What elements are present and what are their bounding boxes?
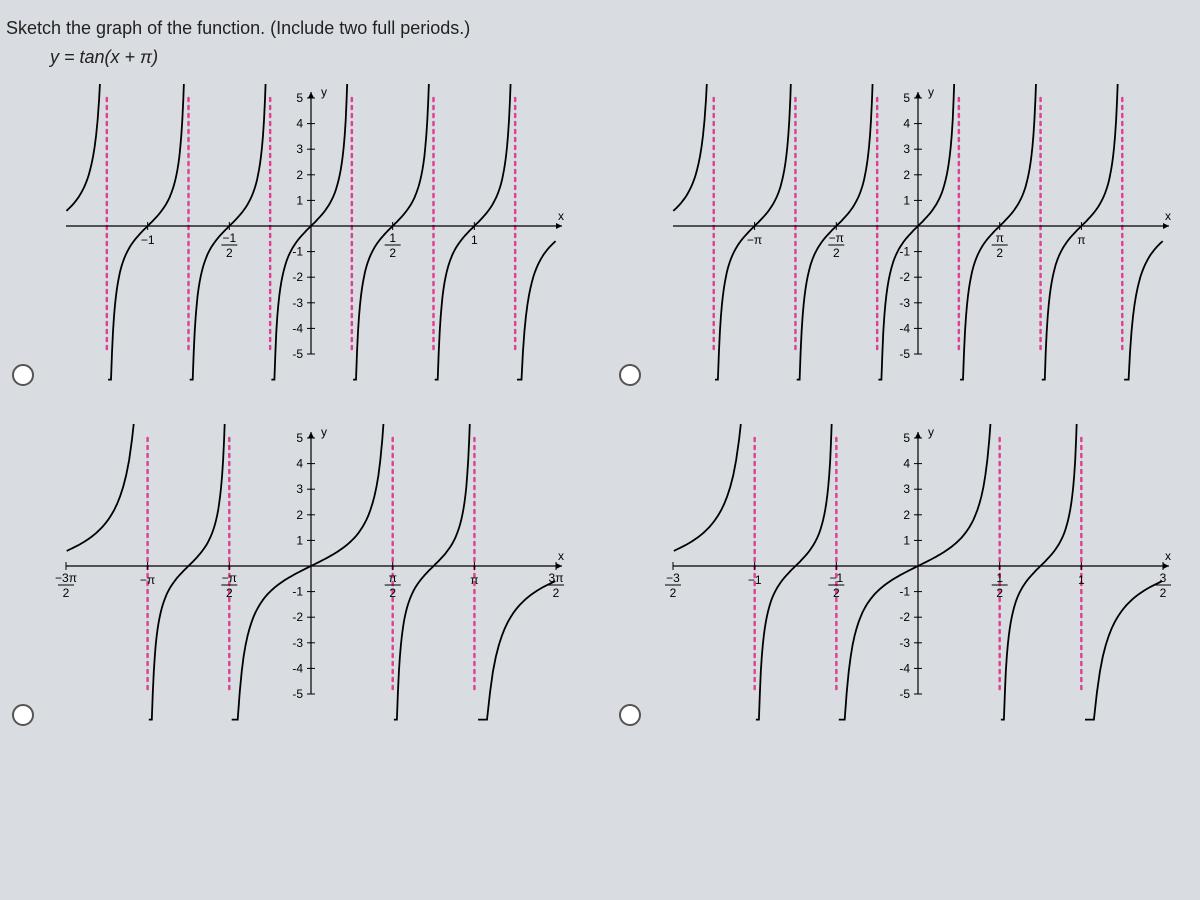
svg-text:3: 3 — [296, 142, 303, 156]
graph-d: yx-5-4-3-2-112345−32−1−1212132 — [653, 424, 1183, 734]
svg-text:2: 2 — [669, 586, 676, 600]
svg-text:-2: -2 — [292, 270, 303, 284]
svg-text:2: 2 — [832, 586, 839, 600]
svg-text:2: 2 — [903, 508, 910, 522]
svg-text:−π: −π — [139, 573, 154, 587]
svg-text:5: 5 — [903, 91, 910, 105]
svg-text:1: 1 — [903, 533, 910, 547]
svg-text:π: π — [995, 231, 1003, 245]
svg-text:-4: -4 — [292, 661, 303, 675]
svg-text:π: π — [1077, 233, 1085, 247]
svg-text:1: 1 — [1077, 573, 1084, 587]
graph-a-wrap: yx-5-4-3-2-112345−1−12121 — [36, 84, 585, 394]
svg-text:y: y — [928, 85, 934, 99]
svg-text:−3π: −3π — [55, 571, 77, 585]
svg-text:3: 3 — [296, 482, 303, 496]
svg-text:5: 5 — [903, 431, 910, 445]
svg-text:y: y — [321, 425, 327, 439]
svg-text:1: 1 — [389, 231, 396, 245]
svg-text:2: 2 — [225, 586, 232, 600]
svg-text:2: 2 — [389, 586, 396, 600]
svg-text:−3: −3 — [666, 571, 680, 585]
graph-d-wrap: yx-5-4-3-2-112345−32−1−1212132 — [643, 424, 1192, 734]
svg-text:−π: −π — [828, 231, 843, 245]
svg-text:-3: -3 — [899, 636, 910, 650]
svg-text:2: 2 — [225, 246, 232, 260]
option-d: yx-5-4-3-2-112345−32−1−1212132 — [615, 424, 1192, 734]
svg-text:x: x — [1165, 549, 1171, 563]
svg-text:2: 2 — [996, 246, 1003, 260]
svg-text:4: 4 — [903, 457, 910, 471]
svg-text:2: 2 — [389, 246, 396, 260]
graph-c: yx-5-4-3-2-112345−3π2−π−π2π2π3π2 — [46, 424, 576, 734]
svg-text:x: x — [558, 549, 564, 563]
svg-text:1: 1 — [903, 193, 910, 207]
svg-text:-4: -4 — [899, 661, 910, 675]
graph-b-wrap: yx-5-4-3-2-112345−π−π2π2π — [643, 84, 1192, 394]
graph-b: yx-5-4-3-2-112345−π−π2π2π — [653, 84, 1183, 394]
radio-a[interactable] — [12, 364, 34, 386]
svg-text:4: 4 — [296, 117, 303, 131]
svg-text:3: 3 — [903, 482, 910, 496]
svg-text:5: 5 — [296, 431, 303, 445]
svg-text:3: 3 — [1159, 571, 1166, 585]
option-a: yx-5-4-3-2-112345−1−12121 — [8, 84, 585, 394]
svg-text:2: 2 — [996, 586, 1003, 600]
svg-text:−π: −π — [221, 571, 236, 585]
svg-text:4: 4 — [296, 457, 303, 471]
option-b: yx-5-4-3-2-112345−π−π2π2π — [615, 84, 1192, 394]
svg-text:2: 2 — [1159, 586, 1166, 600]
svg-text:−1: −1 — [222, 231, 236, 245]
svg-text:−1: −1 — [140, 233, 154, 247]
svg-text:4: 4 — [903, 117, 910, 131]
svg-text:2: 2 — [296, 508, 303, 522]
svg-text:π: π — [470, 573, 478, 587]
radio-d[interactable] — [619, 704, 641, 726]
svg-text:-3: -3 — [899, 296, 910, 310]
svg-text:-2: -2 — [899, 610, 910, 624]
svg-text:-1: -1 — [899, 585, 910, 599]
radio-c[interactable] — [12, 704, 34, 726]
radio-b[interactable] — [619, 364, 641, 386]
svg-text:2: 2 — [296, 168, 303, 182]
svg-text:x: x — [1165, 209, 1171, 223]
svg-text:-2: -2 — [292, 610, 303, 624]
svg-text:-5: -5 — [292, 347, 303, 361]
svg-text:3: 3 — [903, 142, 910, 156]
svg-text:−1: −1 — [747, 573, 761, 587]
option-c: yx-5-4-3-2-112345−3π2−π−π2π2π3π2 — [8, 424, 585, 734]
svg-text:-4: -4 — [292, 321, 303, 335]
options-grid: yx-5-4-3-2-112345−1−12121 yx-5-4-3-2-112… — [0, 84, 1200, 744]
svg-text:1: 1 — [996, 571, 1003, 585]
svg-text:1: 1 — [470, 233, 477, 247]
svg-text:5: 5 — [296, 91, 303, 105]
svg-text:−π: −π — [746, 233, 761, 247]
svg-text:−1: −1 — [829, 571, 843, 585]
question-prompt: Sketch the graph of the function. (Inclu… — [0, 0, 1200, 47]
svg-text:y: y — [928, 425, 934, 439]
svg-text:-5: -5 — [899, 687, 910, 701]
svg-text:x: x — [558, 209, 564, 223]
svg-text:1: 1 — [296, 193, 303, 207]
svg-text:-1: -1 — [292, 585, 303, 599]
equation: y = tan(x + π) — [0, 47, 1200, 84]
svg-text:2: 2 — [552, 586, 559, 600]
svg-text:-5: -5 — [899, 347, 910, 361]
svg-text:-3: -3 — [292, 296, 303, 310]
svg-text:1: 1 — [296, 533, 303, 547]
svg-text:-4: -4 — [899, 321, 910, 335]
graph-a: yx-5-4-3-2-112345−1−12121 — [46, 84, 576, 394]
svg-text:2: 2 — [62, 586, 69, 600]
svg-text:-5: -5 — [292, 687, 303, 701]
svg-text:2: 2 — [903, 168, 910, 182]
svg-text:π: π — [388, 571, 396, 585]
svg-text:-3: -3 — [292, 636, 303, 650]
svg-text:y: y — [321, 85, 327, 99]
svg-text:-2: -2 — [899, 270, 910, 284]
graph-c-wrap: yx-5-4-3-2-112345−3π2−π−π2π2π3π2 — [36, 424, 585, 734]
svg-text:2: 2 — [832, 246, 839, 260]
